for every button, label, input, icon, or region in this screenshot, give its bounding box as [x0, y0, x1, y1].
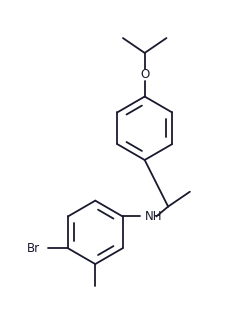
- Text: NH: NH: [144, 210, 162, 223]
- Text: O: O: [140, 68, 149, 81]
- Text: Br: Br: [27, 242, 40, 255]
